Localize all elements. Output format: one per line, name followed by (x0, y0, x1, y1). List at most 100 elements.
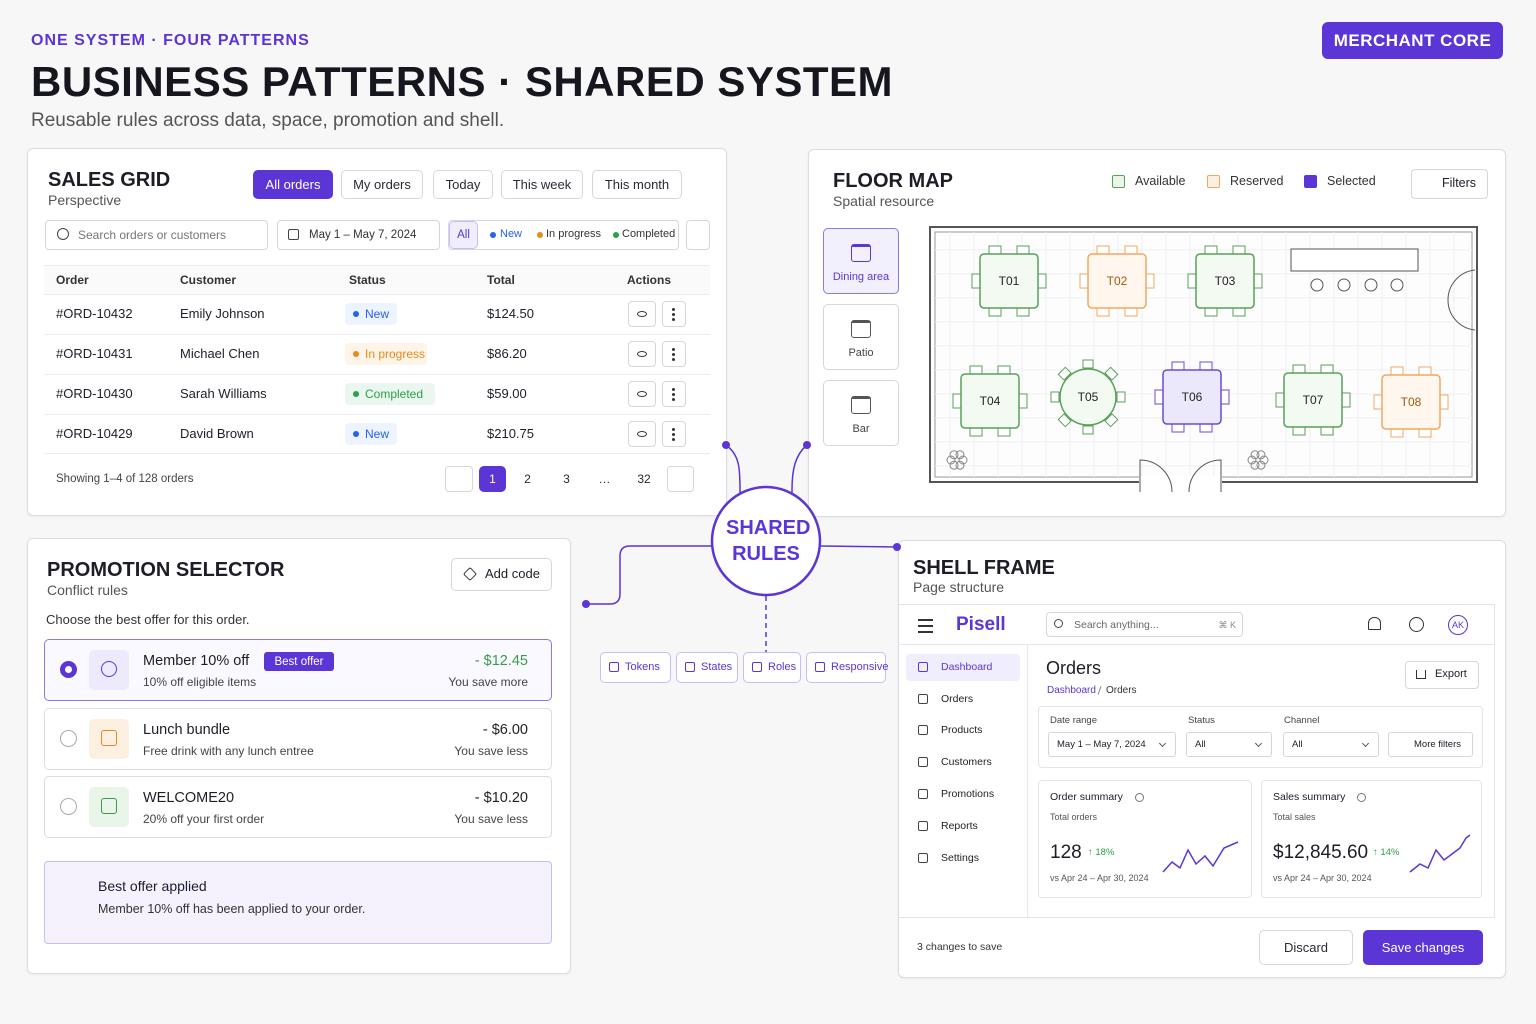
chip-icon (609, 662, 619, 672)
export-icon (1416, 670, 1426, 679)
nav-item: Customers (941, 755, 992, 768)
prev-page[interactable] (445, 466, 473, 492)
rule-chip[interactable] (806, 652, 886, 683)
offer-glyph (101, 661, 117, 677)
page-number[interactable]: … (598, 472, 611, 486)
view-button[interactable] (628, 301, 656, 327)
more-button[interactable] (662, 341, 686, 367)
card-value: 128 (1050, 841, 1082, 863)
menu-line (918, 631, 933, 633)
filter-value: May 1 – May 7, 2024 (1057, 739, 1146, 751)
page-number[interactable]: 2 (524, 472, 531, 486)
filter-field[interactable] (1186, 732, 1272, 757)
add-code-label: Add code (485, 565, 540, 581)
offer-name: Lunch bundle (143, 721, 231, 738)
more-dot (672, 432, 675, 436)
eye-icon (637, 311, 647, 317)
total: $124.50 (487, 305, 534, 321)
customer: Sarah Williams (180, 385, 267, 401)
more-button[interactable] (662, 421, 686, 447)
tab[interactable]: Today (433, 170, 493, 199)
panel-subtitle: Page structure (913, 579, 1005, 596)
search-placeholder: Search anything... (1074, 618, 1159, 631)
order-id: #ORD-10431 (56, 345, 133, 361)
filter-bar (1038, 706, 1483, 768)
nav-item: Settings (941, 851, 979, 864)
filter-value: All (1195, 739, 1206, 751)
rule-chip[interactable] (676, 652, 738, 683)
filter-label: Channel (1284, 715, 1320, 727)
status-dot (613, 232, 619, 238)
table-label: T07 (1302, 392, 1324, 407)
bell-icon[interactable] (1368, 617, 1381, 630)
zone-label: Dining area (832, 271, 890, 284)
page-subtitle: Reusable rules across data, space, promo… (31, 109, 505, 131)
save-button[interactable]: Save changes (1363, 930, 1483, 965)
zone-icon (851, 396, 871, 414)
card-subtitle: Total sales (1273, 811, 1316, 822)
order-id: #ORD-10432 (56, 305, 133, 321)
filter-group (448, 220, 679, 250)
more-dot (672, 387, 675, 391)
search-icon (57, 228, 69, 240)
rule-chip[interactable] (600, 652, 671, 683)
export-button[interactable] (1405, 661, 1479, 689)
zone-icon (851, 320, 871, 338)
zone-tab[interactable] (823, 304, 899, 370)
view-button[interactable] (628, 421, 656, 447)
offer-description: Free drink with any lunch entree (143, 743, 314, 758)
row-divider (44, 374, 710, 375)
offer-name: Member 10% off (143, 652, 250, 669)
filter-button[interactable] (686, 220, 710, 250)
nav-item: Products (941, 723, 983, 736)
next-page[interactable] (667, 466, 694, 492)
nav-icon (918, 757, 928, 767)
global-search[interactable] (1046, 612, 1243, 637)
filter-field[interactable] (1048, 732, 1176, 757)
nav-icon (918, 821, 928, 831)
radio (60, 661, 77, 678)
content-title: Orders (1046, 658, 1102, 679)
offer-description: 10% off eligible items (143, 674, 257, 689)
nav-item: Dashboard (941, 660, 993, 673)
summary-card (1261, 780, 1482, 898)
card-change: ↑ 14% (1373, 847, 1400, 859)
zone-tab[interactable] (823, 380, 899, 446)
tab[interactable]: This week (501, 170, 583, 199)
discard-button[interactable]: Discard (1259, 930, 1353, 965)
filter-chip[interactable]: All (449, 221, 478, 249)
card-title: Order summary (1050, 790, 1123, 803)
more-dot (672, 392, 675, 396)
search-box (45, 220, 268, 250)
search-icon (1054, 619, 1063, 628)
filter-field[interactable] (1283, 732, 1379, 757)
more-filters[interactable] (1388, 732, 1473, 757)
filters-button[interactable] (1411, 169, 1488, 199)
page-number[interactable]: 1 (479, 466, 506, 492)
more-button[interactable] (662, 301, 686, 327)
panel-title: PROMOTION SELECTOR (47, 559, 285, 581)
more-dot (672, 312, 675, 316)
app-frame (898, 604, 1495, 918)
card-subtitle: Total orders (1050, 811, 1098, 822)
tab[interactable]: My orders (341, 170, 423, 199)
panel-title: SALES GRID (48, 169, 171, 191)
add-code-button[interactable] (451, 558, 552, 591)
tab[interactable]: This month (592, 170, 682, 199)
panel-title: SHELL FRAME (913, 557, 1055, 579)
page-number[interactable]: 3 (563, 472, 570, 486)
help-icon[interactable] (1409, 617, 1424, 632)
column-header: Total (487, 272, 515, 287)
tab[interactable]: All orders (253, 170, 333, 199)
avatar[interactable]: AK (1448, 615, 1468, 635)
status-pill: In progress (345, 343, 427, 365)
nav-item: Reports (941, 819, 978, 832)
more-button[interactable] (662, 381, 686, 407)
view-button[interactable] (628, 341, 656, 367)
radio (60, 798, 77, 815)
prompt: Choose the best offer for this order. (46, 611, 250, 627)
view-button[interactable] (628, 381, 656, 407)
merchant-badge[interactable]: MERCHANT CORE (1322, 22, 1503, 59)
page-number[interactable]: 32 (637, 472, 651, 486)
table-label: T08 (1400, 394, 1422, 409)
